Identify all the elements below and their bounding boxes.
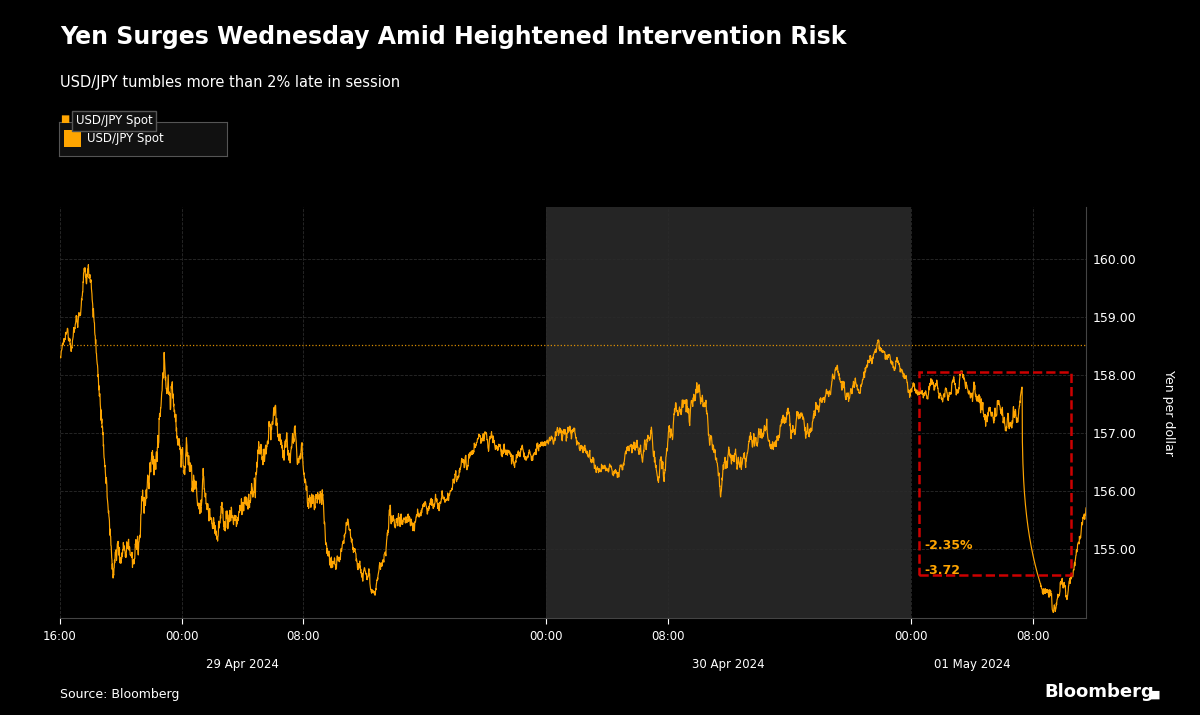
Text: -3.72: -3.72 [924,564,960,577]
Bar [64,130,80,147]
Y-axis label: Yen per dollar: Yen per dollar [1162,370,1175,456]
Text: Source: Bloomberg: Source: Bloomberg [60,688,179,701]
Bar [546,207,911,618]
Text: 01 May 2024: 01 May 2024 [934,658,1010,671]
Text: ■: ■ [60,114,70,124]
Text: ■: ■ [1150,689,1160,699]
Text: Bloomberg: Bloomberg [1044,683,1153,701]
Text: USD/JPY Spot: USD/JPY Spot [76,114,152,127]
Text: 29 Apr 2024: 29 Apr 2024 [206,658,278,671]
Text: 30 Apr 2024: 30 Apr 2024 [692,658,766,671]
Text: USD/JPY Spot: USD/JPY Spot [88,132,164,145]
Text: USD/JPY tumbles more than 2% late in session: USD/JPY tumbles more than 2% late in ses… [60,75,400,90]
Text: -2.35%: -2.35% [924,539,972,552]
Text: Yen Surges Wednesday Amid Heightened Intervention Risk: Yen Surges Wednesday Amid Heightened Int… [60,25,846,49]
Bar [919,373,1070,575]
